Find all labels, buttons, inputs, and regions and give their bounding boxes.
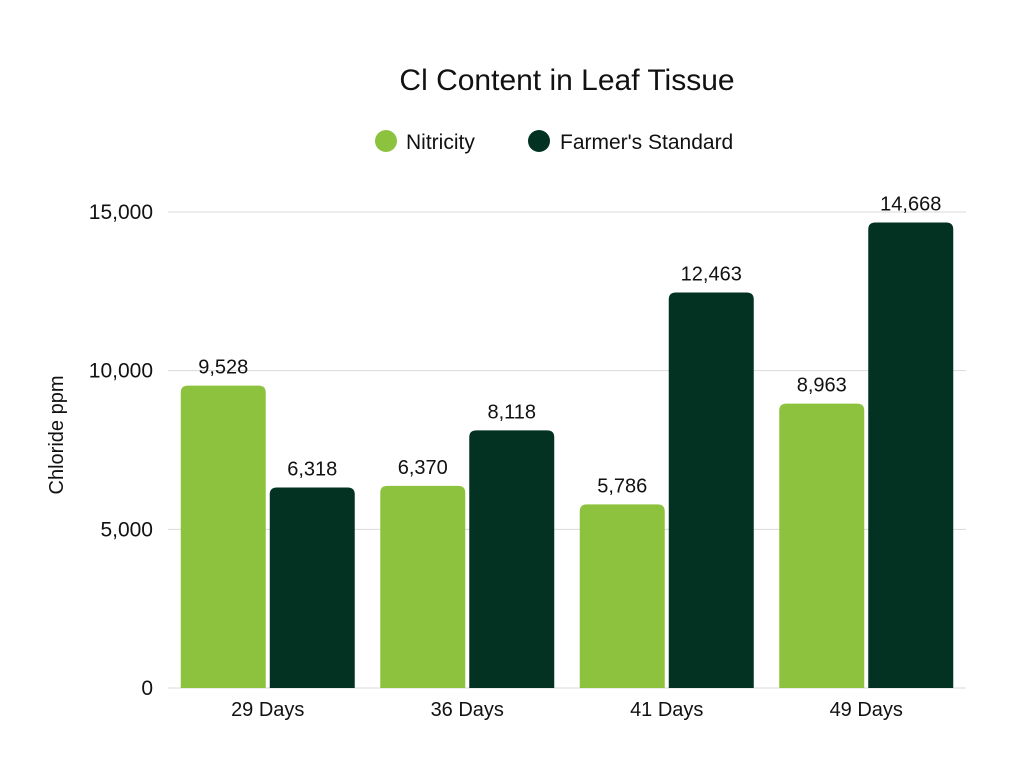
bar-nitricity: [579, 504, 665, 688]
legend-label-farmers-standard: Farmer's Standard: [560, 131, 733, 154]
y-tick-label: 15,000: [89, 201, 153, 224]
data-label-farmer-s-standard: 8,118: [487, 401, 536, 423]
data-label-farmer-s-standard: 6,318: [287, 459, 337, 481]
x-category-label: 36 Days: [431, 699, 504, 721]
bar-nitricity: [380, 485, 466, 688]
bar-farmer-s-standard: [469, 430, 555, 688]
x-category-label: 49 Days: [830, 699, 903, 721]
chart-title: Cl Content in Leaf Tissue: [399, 64, 734, 97]
x-axis-categories: 29 Days 36 Days 41 Days 49 Days: [231, 699, 903, 721]
data-label-farmer-s-standard: 14,668: [880, 194, 941, 216]
chart-legend: Nitricity Farmer's Standard: [375, 130, 733, 154]
data-labels: 9,528 6,318 6,370 8,118 5,786 12,463 8,963 14,6…: [198, 194, 941, 498]
bars: [180, 222, 954, 688]
bar-farmer-s-standard: [668, 292, 754, 688]
bar-nitricity: [779, 403, 865, 688]
legend-swatch-nitricity: [375, 130, 397, 152]
y-axis-label: Chloride ppm: [46, 376, 68, 495]
bar-nitricity: [180, 385, 266, 688]
legend-label-nitricity: Nitricity: [406, 131, 475, 154]
data-label-farmer-s-standard: 12,463: [681, 264, 742, 286]
data-label-nitricity: 6,370: [398, 457, 448, 479]
data-label-nitricity: 5,786: [597, 475, 647, 497]
x-category-label: 41 Days: [630, 699, 703, 721]
bar-farmer-s-standard: [868, 222, 954, 688]
y-tick-label: 10,000: [89, 360, 153, 383]
data-label-nitricity: 8,963: [797, 375, 847, 397]
legend-swatch-farmers-standard: [528, 130, 550, 152]
y-tick-label: 0: [141, 677, 153, 700]
bar-farmer-s-standard: [269, 487, 355, 688]
data-label-nitricity: 9,528: [198, 357, 248, 379]
x-category-label: 29 Days: [231, 699, 304, 721]
y-tick-label: 5,000: [100, 518, 153, 541]
y-axis-ticks: 0 5,000 10,000 15,000: [89, 201, 153, 700]
